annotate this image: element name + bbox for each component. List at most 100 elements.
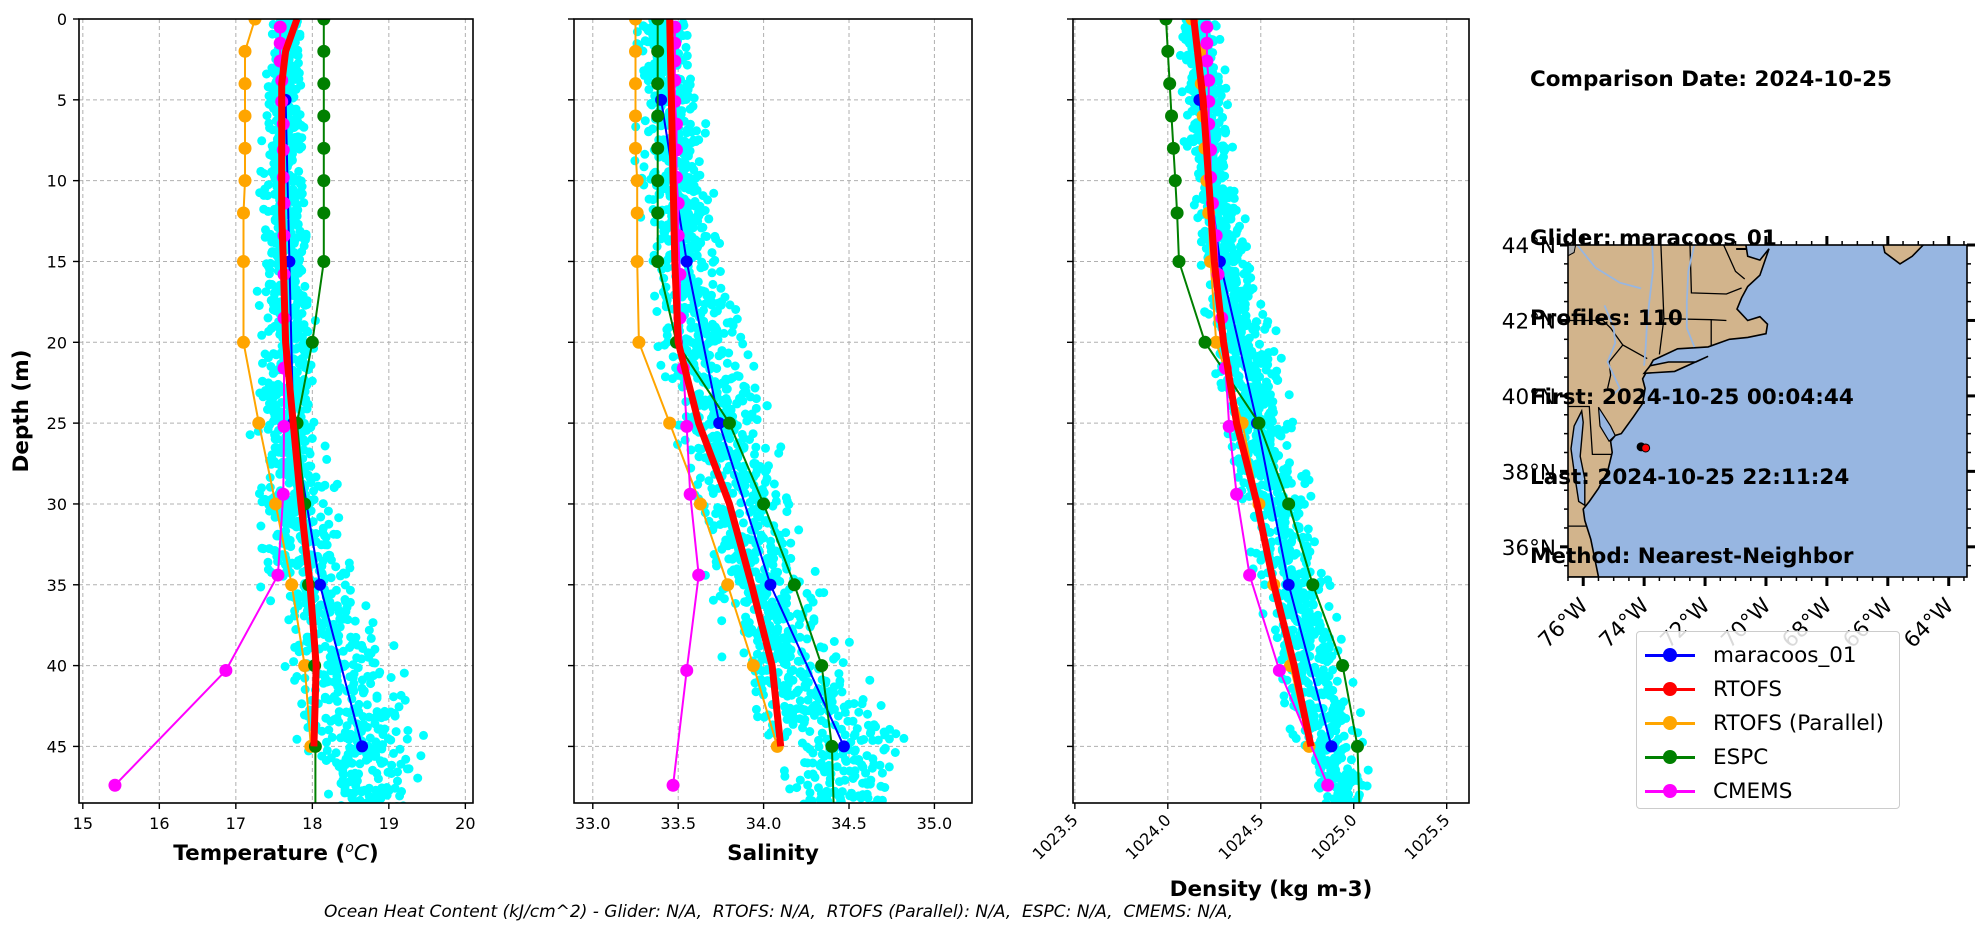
scatter-point [1223, 100, 1232, 110]
scatter-point [266, 596, 276, 606]
scatter-point [257, 136, 267, 146]
scatter-point [1186, 79, 1196, 88]
scatter-point [386, 735, 396, 745]
scatter-point [259, 204, 269, 214]
scatter-point [656, 360, 666, 370]
scatter-point [849, 755, 859, 765]
scatter-point [644, 84, 654, 94]
scatter-point [702, 232, 712, 241]
data-point [632, 335, 646, 349]
scatter-point [401, 754, 411, 764]
glider-scatter [245, 19, 428, 812]
scatter-point [331, 803, 340, 812]
y-tick-label: 45 [47, 737, 67, 756]
scatter-point [684, 185, 694, 195]
scatter-point [709, 409, 718, 419]
scatter-point [795, 696, 805, 706]
scatter-point [320, 441, 330, 451]
scatter-point [316, 600, 326, 610]
scatter-point [1335, 752, 1345, 762]
scatter-point [378, 740, 388, 750]
scatter-point [322, 454, 332, 464]
scatter-point [762, 401, 772, 411]
scatter-point [375, 667, 385, 677]
scatter-point [260, 232, 270, 242]
scatter-point [1191, 146, 1200, 156]
data-point [628, 19, 642, 26]
series-rtofs-parallel- [628, 19, 784, 753]
scatter-point [698, 222, 708, 232]
data-point [313, 578, 326, 591]
data-point [713, 417, 726, 430]
scatter-point [721, 535, 731, 545]
scatter-point [740, 481, 750, 491]
scatter-point [732, 371, 742, 381]
scatter-point [1308, 600, 1318, 610]
scatter-point [713, 503, 723, 512]
data-point [236, 254, 250, 268]
scatter-point [707, 248, 717, 258]
scatter-point [316, 540, 326, 550]
scatter-point [1212, 133, 1221, 143]
data-point [317, 254, 331, 268]
scatter-point [739, 442, 749, 452]
scatter-point [640, 116, 650, 126]
scatter-point [262, 259, 271, 269]
info-block: Comparison Date: 2024-10-25 Glider: mara… [1530, 14, 1892, 597]
scatter-point [1218, 184, 1228, 194]
scatter-point [668, 352, 678, 362]
scatter-point [682, 125, 692, 135]
scatter-point [718, 446, 728, 455]
scatter-point [336, 778, 346, 788]
scatter-point [686, 317, 696, 327]
data-point [317, 109, 331, 123]
scatter-point [708, 257, 718, 267]
scatter-point [835, 777, 844, 787]
scatter-point [795, 610, 805, 620]
scatter-point [715, 267, 725, 276]
scatter-point [370, 658, 380, 668]
data-point [317, 77, 331, 91]
data-point [651, 77, 665, 91]
x-tick-label: 1024.5 [1215, 810, 1268, 863]
scatter-point [416, 751, 426, 761]
scatter-point [1316, 568, 1326, 578]
scatter-point [357, 675, 367, 685]
scatter-point [391, 727, 401, 737]
scatter-point [1269, 347, 1279, 356]
scatter-point [301, 235, 310, 245]
scatter-point [266, 362, 276, 371]
scatter-point [707, 297, 717, 307]
scatter-point [799, 717, 809, 727]
plot-area [1159, 19, 1373, 803]
scatter-point [757, 532, 767, 542]
scatter-point [292, 734, 302, 744]
legend-label: RTOFS (Parallel) [1713, 710, 1885, 736]
scatter-point [1236, 320, 1246, 330]
scatter-point [1298, 660, 1308, 669]
data-point [1202, 73, 1216, 87]
scatter-point [1211, 369, 1221, 379]
data-point [285, 578, 299, 592]
scatter-point [815, 588, 825, 598]
scatter-point [294, 135, 304, 145]
scatter-point [768, 501, 778, 511]
data-point [628, 141, 642, 155]
scatter-point [876, 781, 886, 791]
ocean-heat-content-footer: Ocean Heat Content (kJ/cm^2) - Glider: N… [324, 902, 1234, 922]
scatter-point [382, 790, 392, 800]
scatter-point [1220, 128, 1230, 138]
scatter-point [1226, 268, 1236, 278]
scatter-point [354, 707, 364, 717]
scatter-point [646, 99, 656, 109]
scatter-point [1332, 802, 1335, 803]
data-point [651, 19, 665, 26]
scatter-point [338, 769, 348, 778]
scatter-point [1341, 742, 1351, 752]
y-axis-label: Depth (m) [9, 350, 34, 473]
scatter-point [1305, 706, 1315, 716]
scatter-point [297, 266, 307, 276]
scatter-point [271, 443, 281, 453]
scatter-point [837, 687, 847, 697]
scatter-point [1348, 677, 1358, 687]
